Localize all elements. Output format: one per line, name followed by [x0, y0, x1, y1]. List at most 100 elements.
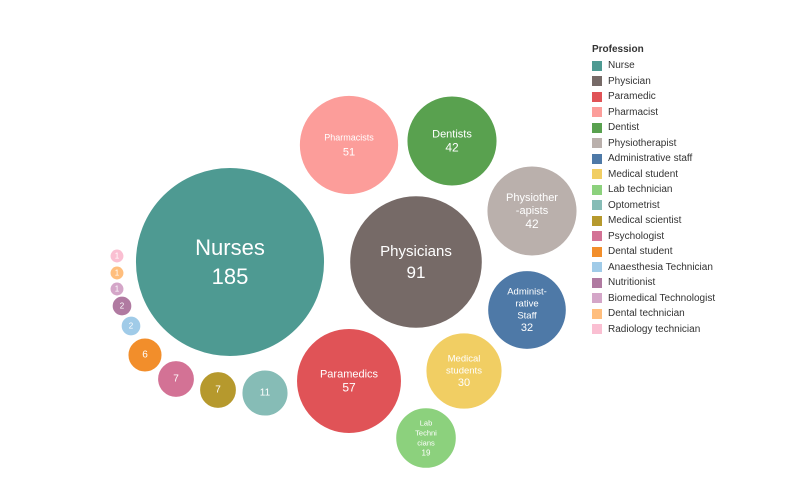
legend: Profession Nurse Physician Paramedic Pharma… — [592, 44, 797, 337]
bubble-value: 19 — [422, 449, 431, 458]
legend-item: Physician — [592, 74, 797, 90]
bubble — [395, 407, 457, 469]
bubble-value: 7 — [173, 374, 179, 385]
bubble-value: 1 — [115, 252, 120, 261]
legend-label: Paramedic — [608, 91, 656, 103]
legend-label: Physician — [608, 75, 651, 87]
bubble — [127, 337, 163, 373]
bubble — [109, 281, 125, 297]
legend-swatch — [592, 324, 602, 335]
bubble-value: 11 — [260, 388, 271, 399]
bubble — [134, 166, 326, 358]
legend-swatch — [592, 262, 602, 273]
legend-item: Biomedical Technologist — [592, 291, 797, 307]
legend-items: Nurse Physician Paramedic Pharmacist Dentist… — [592, 58, 797, 337]
bubble — [487, 270, 567, 350]
bubble — [109, 248, 125, 264]
bubble-label: Physicians — [380, 243, 452, 260]
legend-swatch — [592, 231, 602, 242]
bubble-value: 51 — [343, 147, 355, 159]
legend-item: Medical student — [592, 167, 797, 183]
legend-swatch — [592, 76, 602, 87]
legend-swatch — [592, 308, 602, 319]
legend-item: Nurse — [592, 58, 797, 74]
legend-label: Dental student — [608, 246, 673, 258]
legend-swatch — [592, 122, 602, 133]
legend-item: Dental technician — [592, 306, 797, 322]
legend-label: Administrative staff — [608, 153, 693, 165]
legend-item: Medical scientist — [592, 213, 797, 229]
legend-item: Dentist — [592, 120, 797, 136]
bubble-value: 2 — [120, 302, 125, 311]
legend-label: Biomedical Technologist — [608, 292, 716, 304]
bubble-label: Lab — [420, 419, 433, 428]
legend-label: Medical student — [608, 168, 679, 180]
legend-swatch — [592, 246, 602, 257]
legend-swatch — [592, 138, 602, 149]
bubble — [349, 195, 483, 329]
bubble-value: 42 — [445, 141, 459, 155]
legend-label: Optometrist — [608, 199, 660, 211]
legend-item: Nutritionist — [592, 275, 797, 291]
legend-swatch — [592, 200, 602, 211]
bubble — [406, 95, 498, 187]
legend-swatch — [592, 293, 602, 304]
legend-swatch — [592, 153, 602, 164]
bubble-value: 1 — [115, 285, 120, 294]
legend-title: Profession — [592, 44, 644, 55]
bubble — [120, 315, 142, 337]
legend-label: Physiotherapist — [608, 137, 677, 149]
legend-label: Nutritionist — [608, 277, 656, 289]
bubble-label: Pharmacists — [324, 133, 374, 143]
bubble-label: Administ- — [507, 287, 547, 298]
legend-item: Radiology technician — [592, 322, 797, 338]
bubble-label: Staff — [517, 311, 537, 322]
legend-swatch — [592, 169, 602, 180]
bubble — [425, 332, 503, 410]
bubble-label: -apists — [516, 205, 549, 217]
bubble-value: 32 — [521, 322, 533, 334]
bubble — [241, 369, 289, 417]
legend-swatch — [592, 277, 602, 288]
bubble-label: Paramedics — [320, 369, 379, 381]
legend-label: Nurse — [608, 60, 635, 72]
bubble-value: 1 — [115, 269, 120, 278]
bubble-label: Physiother — [506, 192, 558, 204]
legend-label: Dentist — [608, 122, 640, 134]
bubble-label: Nurses — [195, 235, 265, 260]
bubble-value: 91 — [407, 263, 426, 282]
bubble-value: 6 — [142, 350, 148, 361]
bubble-label: Medical — [448, 354, 481, 365]
bubble-value: 42 — [525, 217, 539, 231]
legend-label: Psychologist — [608, 230, 665, 242]
bubble — [296, 328, 402, 434]
bubble-label: Techni — [415, 429, 437, 438]
bubble-value: 7 — [215, 385, 221, 396]
bubble-label: Dentists — [432, 129, 472, 141]
bubble-value: 185 — [212, 264, 249, 289]
legend-item: Anaesthesia Technician — [592, 260, 797, 276]
bubble-label: rative — [515, 299, 538, 310]
bubble — [157, 360, 195, 398]
bubble-value: 30 — [458, 377, 470, 389]
legend-label: Dental technician — [608, 308, 685, 320]
legend-label: Lab technician — [608, 184, 673, 196]
bubble-label: cians — [417, 439, 435, 448]
bubble-value: 2 — [129, 322, 134, 331]
bubble-value: 57 — [342, 381, 356, 395]
legend-label: Medical scientist — [608, 215, 682, 227]
legend-swatch — [592, 60, 602, 71]
legend-item: Paramedic — [592, 89, 797, 105]
legend-item: Optometrist — [592, 198, 797, 214]
bubble — [111, 295, 133, 317]
legend-swatch — [592, 215, 602, 226]
bubble — [298, 94, 400, 196]
bubble — [486, 165, 578, 257]
legend-swatch — [592, 107, 602, 118]
bubble — [109, 265, 125, 281]
legend-item: Dental student — [592, 244, 797, 260]
bubble-label: students — [446, 366, 482, 377]
legend-item: Lab technician — [592, 182, 797, 198]
legend-label: Anaesthesia Technician — [608, 261, 713, 273]
